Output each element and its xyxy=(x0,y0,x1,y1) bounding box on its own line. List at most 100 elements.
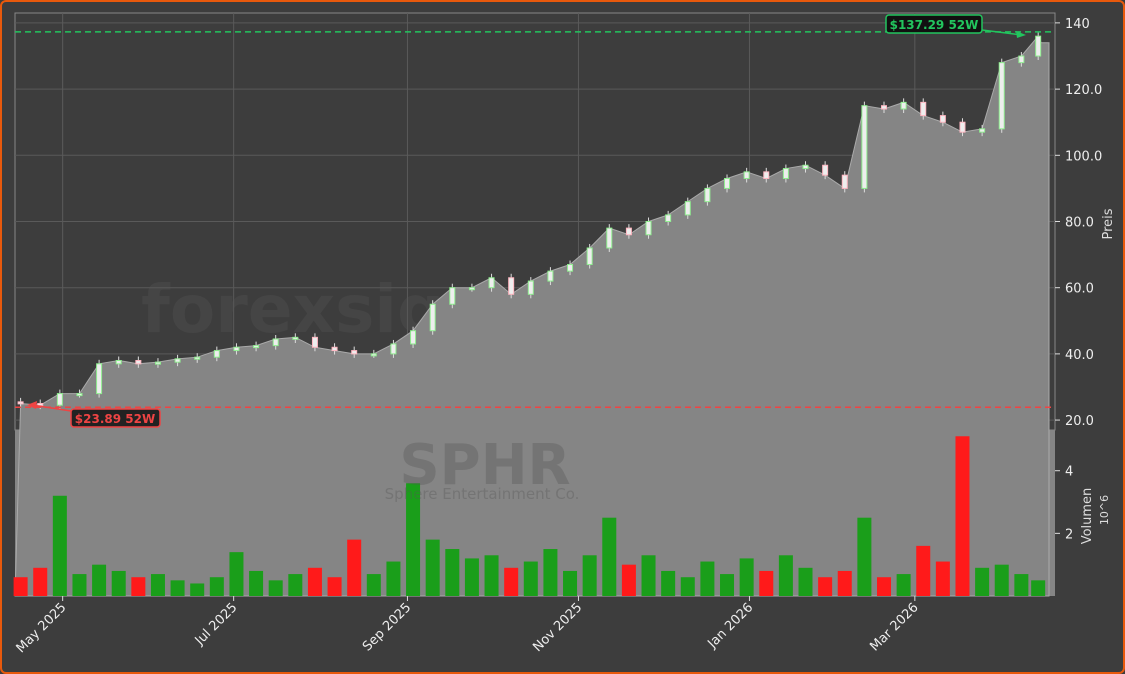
volume-bar xyxy=(288,574,303,596)
candle-body xyxy=(410,330,417,345)
volume-bar xyxy=(484,555,499,596)
volume-bar xyxy=(759,570,774,596)
candle-body xyxy=(822,164,829,176)
price-tick-label: 60.0 xyxy=(1065,282,1094,297)
volume-bar xyxy=(778,555,793,596)
volume-bar xyxy=(111,570,126,596)
volume-bar xyxy=(249,570,264,596)
price-axis-label: Preis xyxy=(1101,208,1116,239)
time-tick-label: Mar 2026 xyxy=(867,600,921,654)
candle-body xyxy=(900,101,907,110)
candle-body xyxy=(56,393,63,406)
volume-bar xyxy=(92,564,107,596)
time-tick-label: May 2025 xyxy=(14,600,70,656)
volume-bar xyxy=(543,549,558,596)
volume-bar xyxy=(268,580,283,596)
time-tick-label: Jan 2026 xyxy=(704,600,756,652)
volume-bar xyxy=(347,539,362,596)
candle-body xyxy=(331,346,338,352)
candle-body xyxy=(351,350,358,355)
candle-body xyxy=(959,121,966,133)
candle-body xyxy=(645,221,652,236)
time-tick-label: Nov 2025 xyxy=(530,600,585,655)
price-tick-label: 20.0 xyxy=(1065,414,1094,429)
low-52w-label: $23.89 52W xyxy=(75,412,155,426)
low-annotation: $23.89 52W xyxy=(27,401,161,428)
high-52w-label: $137.29 52W xyxy=(890,18,979,32)
candle-body xyxy=(390,343,397,355)
volume-bar xyxy=(582,555,597,596)
volume-bar xyxy=(406,483,421,596)
volume-axis-label: Volumen xyxy=(1080,488,1095,545)
volume-bar xyxy=(327,577,342,596)
volume-bar xyxy=(661,570,676,596)
candle-body xyxy=(684,201,691,216)
candle-body xyxy=(606,227,613,249)
volume-bar xyxy=(837,570,852,596)
volume-bar xyxy=(680,577,695,596)
volume-tick-label: 2 xyxy=(1065,527,1073,542)
price-area-fill xyxy=(14,35,1050,597)
volume-bar xyxy=(150,574,165,596)
volume-bar xyxy=(52,495,67,596)
candle-body xyxy=(743,171,750,179)
volume-bar xyxy=(700,561,715,596)
candles xyxy=(17,32,1042,410)
candle-body xyxy=(586,247,593,266)
candle-body xyxy=(724,177,731,189)
candle-body xyxy=(135,360,142,365)
volume-unit-label: 10^6 xyxy=(1098,495,1111,525)
candle-body xyxy=(449,287,456,305)
candle-body xyxy=(488,277,495,289)
volume-bar xyxy=(386,561,401,596)
candle-body xyxy=(567,264,574,272)
price-tick-label: 100.0 xyxy=(1065,149,1102,164)
candle-body xyxy=(154,361,161,365)
candle-body xyxy=(213,350,220,358)
volume-bar xyxy=(720,574,735,596)
candle-body xyxy=(115,360,122,365)
reference-lines xyxy=(15,31,1055,408)
volume-bar xyxy=(955,436,970,596)
candle-body xyxy=(763,171,770,179)
volume-bar xyxy=(563,570,578,596)
price-area xyxy=(14,35,1050,597)
candle-body xyxy=(194,356,201,360)
candle-body xyxy=(920,101,927,117)
volume-tick-label: 4 xyxy=(1065,465,1073,480)
volume-bar xyxy=(1014,574,1029,596)
candle-body xyxy=(96,363,103,395)
candle-body xyxy=(841,174,848,189)
candle-body xyxy=(861,105,868,189)
candle-body xyxy=(881,105,888,110)
price-tick-label: 120.0 xyxy=(1065,83,1102,98)
volume-bar xyxy=(209,577,224,596)
volume-bar xyxy=(877,577,892,596)
volume-bar xyxy=(229,552,244,596)
volume-bar xyxy=(445,549,460,596)
candle-body xyxy=(17,401,24,405)
candle-body xyxy=(253,345,260,349)
volume-bar xyxy=(857,517,872,596)
volume-bar xyxy=(1031,580,1046,596)
candle-body xyxy=(782,168,789,179)
volume-bar xyxy=(33,567,48,596)
volume-bar xyxy=(602,517,617,596)
candle-body xyxy=(1018,55,1025,64)
high-annotation: $137.29 52W xyxy=(885,14,1026,38)
volume-bar xyxy=(170,580,185,596)
watermark-ticker: SPHR xyxy=(399,433,570,498)
candle-body xyxy=(174,358,181,363)
candle-body xyxy=(272,338,279,347)
volume-bar xyxy=(739,558,754,596)
volume-bar xyxy=(366,574,381,596)
candle-body xyxy=(979,128,986,133)
candle-body xyxy=(998,62,1005,130)
candle-body xyxy=(76,393,83,397)
volume-bar xyxy=(131,577,146,596)
volume-bar xyxy=(641,555,656,596)
candle-body xyxy=(939,115,946,123)
price-tick-label: 80.0 xyxy=(1065,216,1094,231)
volume-bar xyxy=(896,574,911,596)
